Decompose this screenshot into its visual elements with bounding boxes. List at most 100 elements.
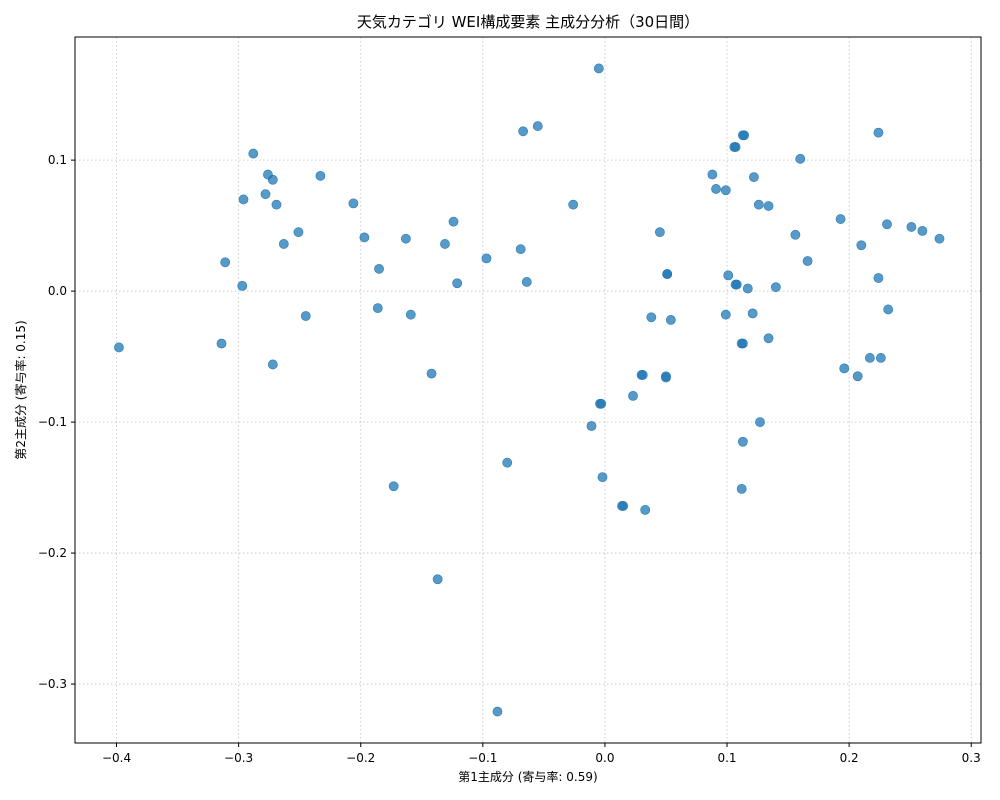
- scatter-point: [662, 269, 673, 279]
- scatter-point: [315, 170, 326, 181]
- scatter-point: [742, 283, 753, 294]
- x-tick-label: 0.2: [840, 751, 859, 765]
- scatter-point: [448, 216, 459, 227]
- scatter-point: [293, 227, 304, 238]
- x-axis-label: 第1主成分 (寄与率: 0.59): [458, 769, 597, 784]
- scatter-point: [934, 233, 945, 244]
- scatter-point: [646, 312, 657, 323]
- scatter-point: [661, 371, 671, 382]
- scatter-point: [267, 359, 278, 370]
- scatter-point: [835, 214, 846, 224]
- y-tick-label: −0.1: [38, 415, 67, 429]
- scatter-point: [770, 282, 781, 293]
- x-tick-label: −0.1: [468, 751, 497, 765]
- scatter-point: [492, 706, 503, 717]
- x-axis: −0.4 −0.3 −0.2 −0.1 0.0 0.1 0.2 0.3: [102, 743, 981, 765]
- scatter-point: [502, 457, 513, 468]
- x-tick-label: 0.0: [595, 751, 614, 765]
- scatter-point: [748, 172, 759, 183]
- scatter-point: [515, 244, 526, 255]
- scatter-point: [374, 263, 384, 274]
- scatter-point: [747, 308, 758, 319]
- scatter-point: [917, 225, 928, 236]
- y-tick-label: 0.0: [48, 284, 67, 298]
- grid-lines: [75, 37, 981, 743]
- scatter-point: [348, 198, 359, 209]
- scatter-point: [875, 353, 886, 363]
- y-axis-label: 第2主成分 (寄与率: 0.15): [13, 320, 28, 459]
- scatter-point: [883, 304, 894, 315]
- scatter-point: [852, 371, 863, 382]
- scatter-point: [440, 239, 450, 249]
- scatter-point: [400, 233, 411, 244]
- scatter-point: [707, 169, 718, 180]
- scatter-point: [278, 239, 289, 249]
- scatter-point: [665, 315, 676, 325]
- scatter-point: [640, 504, 651, 515]
- scatter-point: [856, 240, 867, 251]
- scatter-point: [730, 142, 741, 152]
- scatter-point: [518, 126, 529, 137]
- scatter-point: [481, 253, 492, 264]
- scatter-point: [237, 280, 248, 291]
- scatter-point: [618, 501, 629, 511]
- y-tick-label: 0.1: [48, 153, 67, 167]
- scatter-point: [637, 370, 648, 380]
- scatter-point: [532, 121, 543, 131]
- scatter-point: [248, 148, 259, 159]
- scatter-point: [720, 309, 731, 320]
- scatter-point: [723, 270, 734, 281]
- scatter-point: [238, 194, 249, 205]
- x-tick-label: 0.3: [962, 751, 981, 765]
- scatter-point: [739, 130, 750, 141]
- scatter-point: [873, 127, 884, 138]
- y-tick-label: −0.3: [38, 677, 67, 691]
- plot-frame: [74, 36, 982, 744]
- scatter-point: [216, 338, 227, 349]
- x-tick-label: −0.3: [224, 751, 253, 765]
- scatter-point: [654, 227, 665, 238]
- scatter-point: [711, 184, 721, 194]
- scatter-point: [593, 63, 604, 74]
- scatter-point: [882, 219, 892, 230]
- scatter-point: [839, 363, 850, 374]
- scatter-point: [755, 417, 765, 427]
- scatter-point: [795, 153, 806, 164]
- scatter-point: [738, 436, 748, 447]
- chart-title: 天気カテゴリ WEI構成要素 主成分分析（30日間）: [357, 13, 699, 31]
- scatter-point: [596, 398, 607, 409]
- scatter-point: [763, 333, 774, 344]
- scatter-point: [300, 311, 311, 321]
- scatter-point: [753, 199, 764, 210]
- y-axis: −0.3 −0.2 −0.1 0.0 0.1: [38, 153, 75, 691]
- scatter-point: [220, 257, 231, 268]
- scatter-point: [586, 421, 597, 431]
- scatter-point: [736, 483, 747, 494]
- scatter-point: [260, 189, 271, 200]
- scatter-point: [731, 279, 742, 290]
- scatter-point: [873, 273, 884, 283]
- scatter-point: [628, 390, 638, 401]
- scatter-point: [359, 232, 370, 243]
- scatter-point: [114, 342, 124, 353]
- scatter-point: [790, 229, 801, 240]
- scatter-point: [802, 256, 813, 266]
- x-tick-label: 0.1: [717, 751, 736, 765]
- x-tick-label: −0.4: [102, 751, 131, 765]
- y-tick-label: −0.2: [38, 546, 67, 560]
- scatter-point: [271, 199, 282, 210]
- scatter-point: [426, 368, 437, 379]
- scatter-point: [432, 574, 443, 585]
- scatter-point: [568, 199, 579, 210]
- scatter-point: [738, 338, 748, 349]
- scatter-point: [388, 481, 399, 492]
- data-points: [114, 63, 945, 717]
- scatter-point: [763, 201, 774, 211]
- scatter-point: [372, 303, 383, 314]
- scatter-point: [864, 353, 875, 363]
- scatter-point: [597, 472, 608, 483]
- scatter-point: [521, 277, 532, 287]
- scatter-point: [720, 185, 731, 196]
- scatter-point: [452, 278, 463, 289]
